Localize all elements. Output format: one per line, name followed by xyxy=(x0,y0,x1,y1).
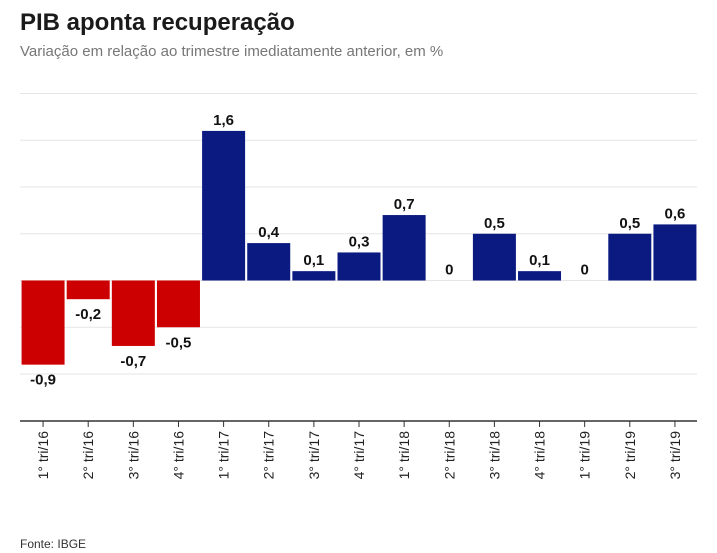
data-label: 0,3 xyxy=(349,233,370,250)
bars xyxy=(21,130,697,365)
tick-label: 2° tri/17 xyxy=(261,431,277,480)
data-label: 0,4 xyxy=(258,224,280,241)
data-label: -0,2 xyxy=(75,306,101,323)
source-note: Fonte: IBGE xyxy=(20,537,87,551)
data-label: -0,5 xyxy=(166,334,192,351)
x-axis: 1° tri/16 2° tri/16 3° tri/16 4° tri/16 1° t… xyxy=(20,420,697,480)
data-label: 0,6 xyxy=(665,205,686,222)
data-label: 0 xyxy=(580,262,588,279)
tick-label: 3° tri/18 xyxy=(486,431,502,480)
data-label: 0,5 xyxy=(484,215,505,232)
data-label: 0 xyxy=(445,262,453,279)
bar xyxy=(111,280,155,346)
tick-label: 1° tri/17 xyxy=(216,431,232,480)
data-label: -0,9 xyxy=(30,372,56,389)
bar xyxy=(156,280,200,328)
data-label: -0,7 xyxy=(120,353,146,370)
bar xyxy=(337,252,381,281)
data-label: 0,1 xyxy=(303,252,324,269)
value-labels: -0,9 -0,2 -0,7 -0,5 1,6 0,4 0,1 0,3 0,7 0 0,5 0,1 0 0… xyxy=(30,112,685,389)
tick-label: 2° tri/18 xyxy=(441,431,457,480)
bar xyxy=(247,243,291,281)
tick-label: 1° tri/19 xyxy=(577,431,593,480)
bar xyxy=(472,233,516,281)
tick-label: 1° tri/18 xyxy=(396,431,412,480)
tick-label: 1° tri/16 xyxy=(35,431,51,480)
chart-title: PIB aponta recuperação xyxy=(20,9,295,36)
data-label: 0,1 xyxy=(529,252,550,269)
bar xyxy=(518,271,562,281)
tick-label: 3° tri/16 xyxy=(125,431,141,480)
tick-label: 3° tri/19 xyxy=(667,431,683,480)
chart-subtitle: Variação em relação ao trimestre imediat… xyxy=(20,43,444,60)
bar xyxy=(608,233,652,281)
tick-label: 3° tri/17 xyxy=(306,431,322,480)
bar xyxy=(292,271,336,281)
bar xyxy=(21,280,65,365)
data-label: 0,5 xyxy=(619,215,640,232)
tick-label: 2° tri/16 xyxy=(80,431,96,480)
bar xyxy=(382,215,426,281)
tick-label: 4° tri/17 xyxy=(351,431,367,480)
tick-label: 2° tri/19 xyxy=(622,431,638,480)
bar xyxy=(66,280,110,300)
data-label: 0,7 xyxy=(394,196,415,213)
bar xyxy=(202,130,246,281)
data-label: 1,6 xyxy=(213,112,234,129)
tick-label: 4° tri/16 xyxy=(170,431,186,480)
bar xyxy=(653,224,697,281)
tick-label: 4° tri/18 xyxy=(532,431,548,480)
